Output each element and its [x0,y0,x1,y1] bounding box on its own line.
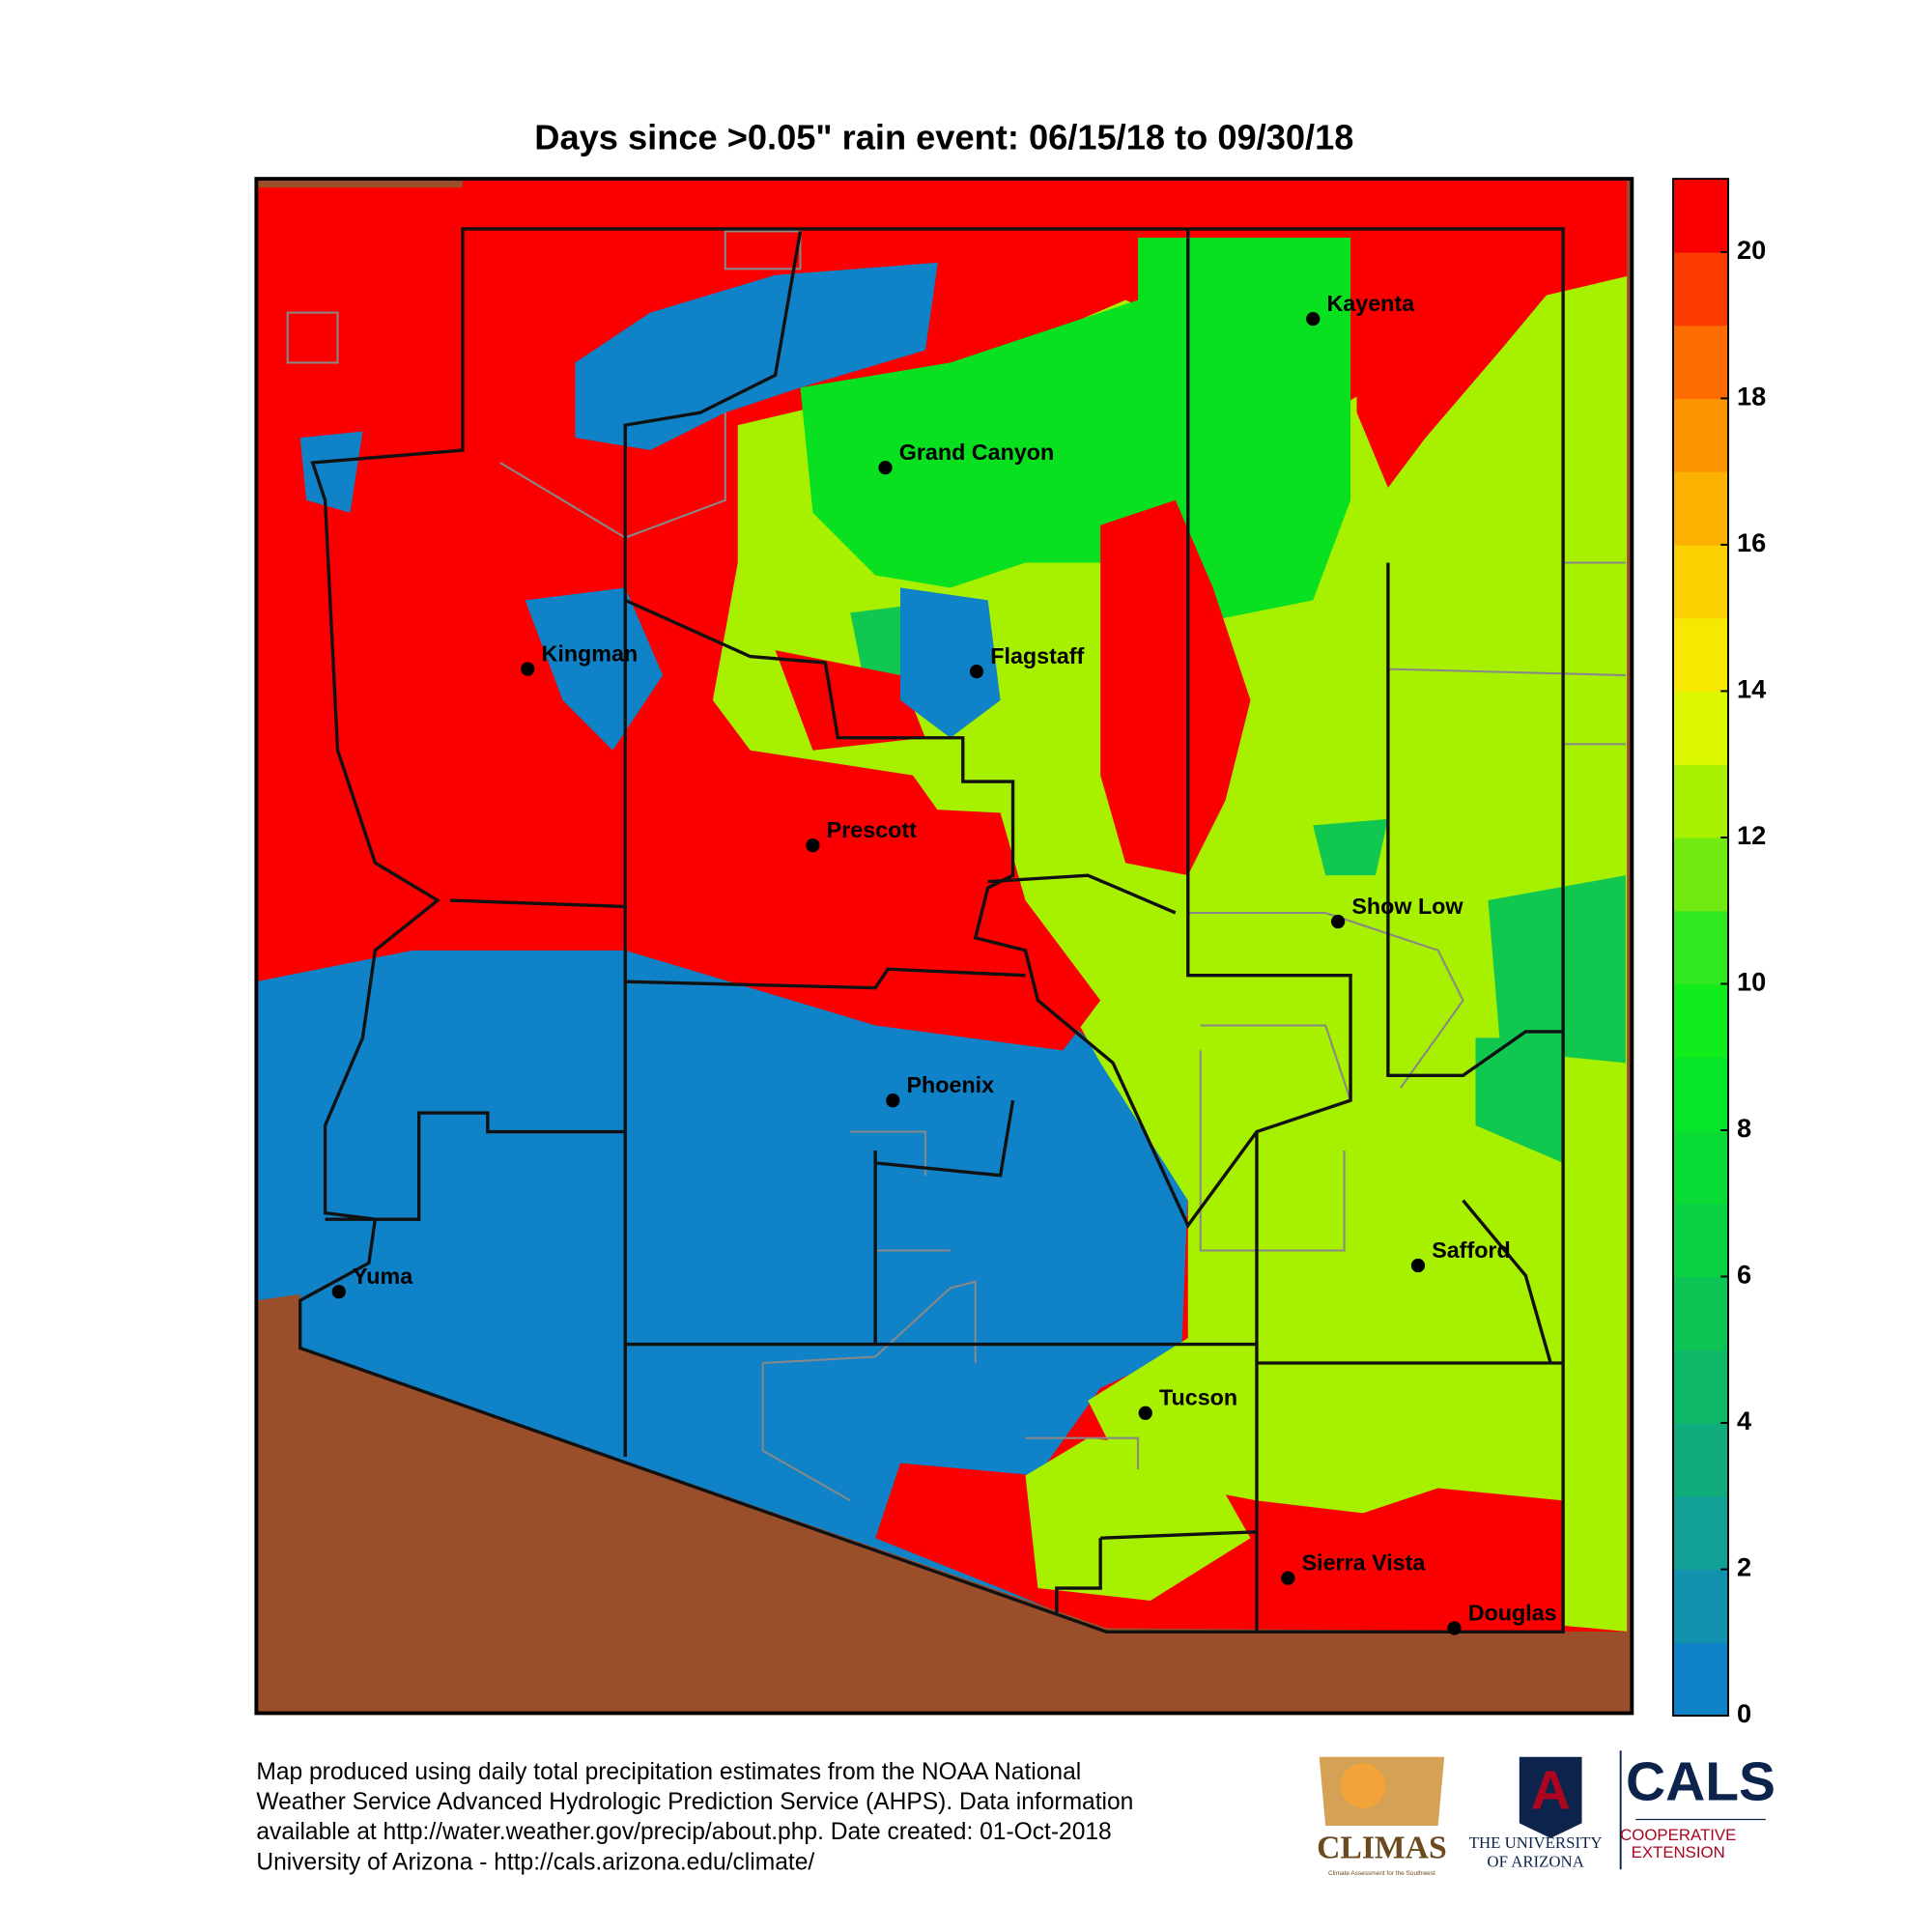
city-label: Grand Canyon [899,440,1055,465]
colorbar-tick-label: 4 [1737,1406,1751,1435]
colorbar-band [1673,691,1728,765]
ua-name: THE UNIVERSITY [1469,1833,1603,1852]
colorbar-tick-label: 2 [1737,1552,1751,1582]
city-label: Flagstaff [990,643,1084,668]
city-dot [1138,1406,1152,1420]
map-frame [254,177,1634,1716]
climas-tagline: Climate Assessment for the Southwest [1328,1870,1435,1877]
colorbar: 0 2 4 6 8 10 12 14 16 18 20 [1672,178,1766,1728]
colorbar-band [1673,1129,1728,1205]
colorbar-band [1673,325,1728,400]
city-dot [521,662,535,676]
cals-unit: COOPERATIVE [1620,1826,1736,1844]
city-layer: Kayenta Grand Canyon Kingman Flagstaff Presc… [331,291,1557,1635]
colorbar-band [1673,1423,1728,1497]
colorbar-tick-label: 20 [1737,235,1766,265]
city-label: Show Low [1351,894,1463,919]
region-red [750,179,1633,1051]
colorbar-tick-label: 14 [1737,674,1766,704]
colorbar-frame [1672,178,1729,1718]
colorbar-band [1673,471,1728,546]
map-title: Days since >0.05" rain event: 06/15/18 t… [534,118,1353,157]
city-label: Tucson [1159,1385,1237,1410]
logos: CLIMAS Climate Assessment for the Southw… [1317,1750,1776,1877]
footer-line: Weather Service Advanced Hydrologic Pred… [256,1789,1133,1815]
colorbar-band [1673,983,1728,1058]
city-label: Prescott [827,817,917,842]
colorbar-band [1673,1276,1728,1350]
city-dot [1281,1571,1295,1585]
footer-line: available at http://water.weather.gov/pr… [256,1819,1111,1845]
climas-logo-sun [1340,1763,1386,1808]
colorbar-band [1673,764,1728,838]
city-dot [1447,1621,1462,1635]
colorbar-band [1673,837,1728,912]
map: Kayenta Grand Canyon Kingman Flagstaff Presc… [254,177,1634,1716]
city-dot [878,461,893,475]
colorbar-band [1673,617,1728,693]
city-dot [969,665,984,679]
ua-name: OF ARIZONA [1487,1853,1584,1871]
ua-logo-shield [1519,1756,1582,1838]
city-dot [1330,914,1346,929]
colorbar-tick-label: 0 [1737,1698,1751,1728]
colorbar-band [1673,544,1728,619]
city-dot [1306,311,1321,327]
cals-name: CALS [1626,1751,1776,1813]
city-label: Douglas [1468,1600,1557,1625]
colorbar-band [1673,1350,1728,1424]
colorbar-tick-label: 12 [1737,820,1766,850]
colorbar-tick-label: 16 [1737,527,1766,557]
footer-line: Map produced using daily total precipita… [256,1759,1081,1785]
city-dot [806,838,820,853]
footer-line: University of Arizona - http://cals.ariz… [256,1849,814,1875]
colorbar-tick-label: 18 [1737,382,1766,412]
region-yellow-green [1025,1437,1251,1601]
region-green [800,237,1351,626]
state-boundary [298,227,1565,1634]
region-blue [299,262,1001,751]
city-dot [1410,1258,1426,1273]
city-label: Safford [1432,1237,1511,1263]
colorbar-band [1673,1642,1728,1717]
city-label: Yuma [353,1264,413,1289]
colorbar-band [1673,1495,1728,1571]
ua-logo-letter: A [1531,1760,1571,1822]
city-label: Sierra Vista [1302,1550,1427,1576]
colorbar-band [1673,251,1728,327]
colorbar-tick-label: 10 [1737,967,1766,997]
climas-name: CLIMAS [1317,1831,1447,1866]
boundary-other [256,179,1633,1502]
colorbar-tick-label: 6 [1737,1260,1751,1290]
colorbar-band [1673,1203,1728,1278]
city-label: Kingman [542,640,639,666]
city-label: Phoenix [907,1072,995,1097]
city-dot [886,1094,900,1108]
colorbar-band [1673,1057,1728,1131]
city-dot [331,1285,346,1299]
region-nodata [256,179,463,188]
county-boundary [325,228,1564,1633]
colorbar-band [1673,179,1728,253]
colorbar-band [1673,398,1728,472]
colorbar-band [1673,910,1728,985]
city-label: Kayenta [1326,291,1415,316]
cals-unit: EXTENSION [1632,1843,1725,1861]
colorbar-band [1673,1569,1728,1643]
colorbar-tick-label: 8 [1737,1113,1751,1143]
region-outside [256,1293,1633,1714]
